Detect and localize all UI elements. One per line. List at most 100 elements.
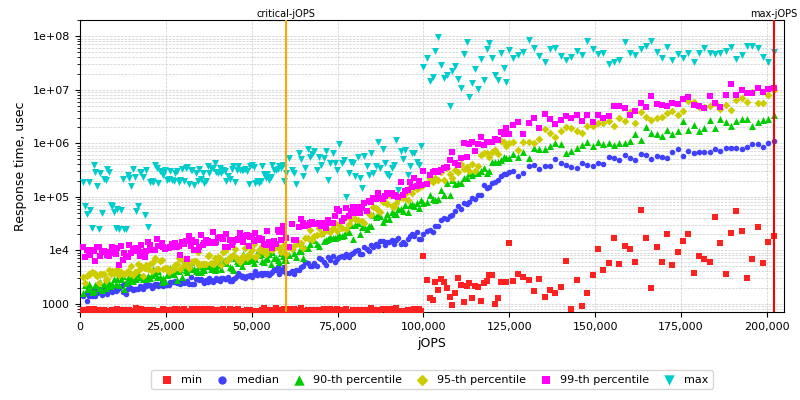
99-th percentile bbox=[661, 103, 674, 109]
min bbox=[440, 285, 453, 292]
99-th percentile bbox=[342, 212, 355, 219]
95-th percentile bbox=[306, 236, 318, 243]
99-th percentile bbox=[92, 244, 105, 250]
median bbox=[497, 170, 510, 177]
min bbox=[280, 306, 293, 313]
99-th percentile bbox=[194, 232, 207, 239]
min bbox=[372, 306, 385, 313]
min bbox=[135, 306, 148, 313]
median bbox=[310, 263, 323, 270]
median bbox=[313, 255, 326, 262]
99-th percentile bbox=[549, 121, 562, 127]
90-th percentile bbox=[264, 260, 277, 267]
min bbox=[194, 308, 207, 314]
median bbox=[613, 156, 626, 163]
99-th percentile bbox=[237, 238, 250, 245]
median bbox=[426, 229, 439, 235]
median bbox=[104, 287, 117, 294]
max bbox=[762, 59, 774, 66]
99-th percentile bbox=[497, 131, 510, 137]
90-th percentile bbox=[687, 122, 700, 128]
median bbox=[232, 270, 245, 276]
median bbox=[235, 274, 248, 280]
max bbox=[110, 225, 122, 232]
median bbox=[140, 283, 153, 290]
95-th percentile bbox=[491, 151, 504, 157]
min bbox=[190, 307, 202, 314]
90-th percentile bbox=[503, 154, 516, 161]
min bbox=[142, 309, 154, 315]
median bbox=[87, 286, 100, 292]
95-th percentile bbox=[399, 191, 412, 197]
median bbox=[349, 248, 362, 255]
90-th percentile bbox=[208, 267, 221, 273]
95-th percentile bbox=[397, 194, 410, 201]
median bbox=[687, 150, 700, 156]
90-th percentile bbox=[250, 250, 263, 256]
max bbox=[94, 169, 107, 176]
95-th percentile bbox=[767, 87, 780, 94]
max bbox=[575, 52, 588, 58]
90-th percentile bbox=[410, 200, 423, 206]
99-th percentile bbox=[169, 240, 182, 246]
median bbox=[414, 236, 427, 242]
min bbox=[403, 307, 416, 313]
max bbox=[483, 40, 496, 46]
median bbox=[423, 226, 436, 233]
99-th percentile bbox=[110, 251, 122, 257]
min bbox=[394, 308, 407, 314]
min bbox=[138, 307, 151, 313]
99-th percentile bbox=[155, 240, 168, 246]
95-th percentile bbox=[188, 258, 201, 264]
max bbox=[118, 225, 130, 232]
median bbox=[128, 286, 141, 292]
90-th percentile bbox=[543, 143, 556, 149]
max bbox=[500, 79, 513, 86]
99-th percentile bbox=[172, 243, 185, 249]
median bbox=[522, 163, 535, 169]
90-th percentile bbox=[270, 255, 282, 262]
95-th percentile bbox=[140, 262, 153, 269]
99-th percentile bbox=[247, 238, 260, 244]
max bbox=[751, 45, 764, 51]
min bbox=[149, 307, 162, 314]
max bbox=[413, 162, 426, 168]
min bbox=[429, 279, 442, 285]
90-th percentile bbox=[549, 140, 562, 146]
95-th percentile bbox=[725, 106, 738, 113]
max bbox=[200, 178, 213, 184]
max bbox=[426, 74, 439, 80]
90-th percentile bbox=[645, 130, 658, 136]
min bbox=[167, 306, 180, 313]
99-th percentile bbox=[271, 226, 284, 233]
max bbox=[145, 178, 158, 184]
max bbox=[302, 145, 314, 152]
min bbox=[217, 306, 230, 312]
95-th percentile bbox=[147, 259, 160, 266]
99-th percentile bbox=[89, 258, 102, 264]
median bbox=[288, 271, 301, 278]
median bbox=[365, 242, 378, 248]
90-th percentile bbox=[709, 125, 722, 131]
99-th percentile bbox=[225, 242, 238, 248]
90-th percentile bbox=[374, 213, 386, 219]
99-th percentile bbox=[137, 249, 150, 255]
median bbox=[206, 278, 219, 285]
max bbox=[406, 150, 418, 156]
90-th percentile bbox=[106, 281, 118, 287]
90-th percentile bbox=[108, 276, 121, 282]
99-th percentile bbox=[503, 131, 516, 138]
99-th percentile bbox=[181, 256, 194, 262]
95-th percentile bbox=[90, 273, 103, 279]
99-th percentile bbox=[413, 178, 426, 184]
90-th percentile bbox=[340, 228, 353, 235]
99-th percentile bbox=[262, 239, 275, 245]
99-th percentile bbox=[273, 229, 286, 236]
99-th percentile bbox=[193, 244, 206, 250]
99-th percentile bbox=[466, 139, 478, 146]
min bbox=[629, 259, 642, 266]
max bbox=[645, 37, 658, 44]
median bbox=[84, 290, 97, 297]
max bbox=[387, 162, 400, 168]
95-th percentile bbox=[167, 266, 180, 272]
